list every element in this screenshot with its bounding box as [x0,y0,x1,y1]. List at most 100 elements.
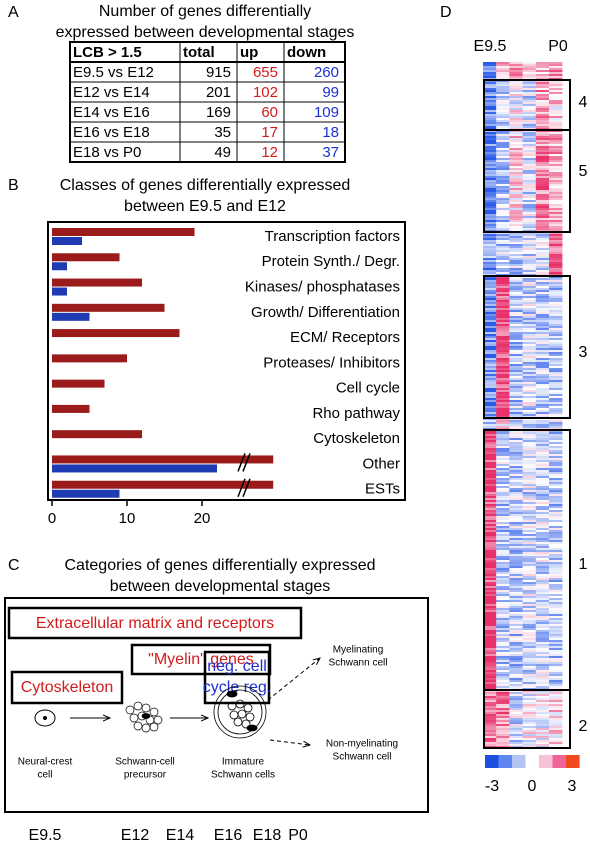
heatmap-cell [549,160,563,163]
heatmap-cell [535,442,550,445]
heatmap-cell [549,724,563,727]
heatmap-cell [549,532,563,535]
heatmap-cell [496,122,510,125]
heatmap-cell [522,124,536,127]
heatmap-cell [483,452,497,455]
heatmap-cell [496,568,510,571]
heatmap-cell [522,176,536,179]
heatmap-cell [496,280,510,283]
heatmap-cell [496,522,510,525]
heatmap-cell [549,624,563,627]
heatmap-cell [496,246,510,249]
heatmap-cell [522,248,536,251]
column-label: P0 [548,38,568,55]
heatmap-cell [549,338,563,341]
heatmap-cell [496,518,510,521]
heatmap-cell [483,410,497,413]
heatmap-cell [535,446,550,449]
heatmap-cell [535,486,550,489]
heatmap-cell [549,580,563,583]
heatmap-cell [483,604,497,607]
heatmap-cell [549,326,563,329]
heatmap-cell [483,448,497,451]
heatmap-cell [509,172,523,175]
heatmap-cell [483,258,497,261]
heatmap-cell [522,432,536,435]
heatmap-cell [483,720,497,723]
heatmap-cell [522,406,536,409]
heatmap-cell [549,318,563,321]
heatmap-cell [496,546,510,549]
heatmap-cell [509,650,523,653]
heatmap-cell [483,218,497,221]
heatmap-cell [496,618,510,621]
heatmap-cell [496,476,510,479]
heatmap-cell [522,92,536,95]
heatmap-cell [535,474,550,477]
heatmap-cell [522,320,536,323]
heatmap-cell [496,452,510,455]
heatmap-cell [496,590,510,593]
heatmap-cell [535,412,550,415]
heatmap-cell [522,468,536,471]
heatmap-cell [496,258,510,261]
heatmap-cell [522,722,536,725]
heatmap-cell [496,80,510,83]
heatmap-cell [483,518,497,521]
heatmap-cell [522,448,536,451]
heatmap-cell [549,68,563,71]
heatmap-cell [535,96,550,99]
heatmap-cell [509,684,523,687]
bar [52,379,105,388]
heatmap-cell [549,430,563,433]
heatmap-cell [496,460,510,463]
heatmap-cell [535,596,550,599]
heatmap-cell [496,394,510,397]
heatmap-cell [549,410,563,413]
table-cell: 109 [314,104,339,121]
heatmap-cell [535,584,550,587]
heatmap-cell [509,138,523,141]
heatmap-cell [483,498,497,501]
heatmap-cell [522,362,536,365]
heatmap-cell [483,188,497,191]
heatmap-cell [549,462,563,465]
bar [52,278,142,287]
heatmap-cell [483,288,497,291]
cell-label: Schwann-cell [115,757,174,768]
heatmap-cell [509,462,523,465]
heatmap-cell [496,404,510,407]
heatmap-cell [509,404,523,407]
heatmap-cell [522,300,536,303]
heatmap-cell [509,356,523,359]
heatmap-cell [509,394,523,397]
heatmap-cell [509,76,523,79]
heatmap-cell [549,714,563,717]
category-label: Growth/ Differentiation [251,304,400,321]
heatmap-cell [549,658,563,661]
heatmap-cell [496,174,510,177]
heatmap-cell [483,146,497,149]
heatmap-cell [549,694,563,697]
heatmap-cell [549,734,563,737]
heatmap-cell [483,614,497,617]
heatmap-cell [496,612,510,615]
heatmap-cell [535,152,550,155]
heatmap-cell [483,646,497,649]
heatmap-cell [509,194,523,197]
heatmap-cell [535,502,550,505]
heatmap-cell [496,646,510,649]
heatmap-cell [483,630,497,633]
heatmap-cell [483,568,497,571]
heatmap-cell [483,162,497,165]
heatmap-cell [483,150,497,153]
heatmap-cell [509,148,523,151]
heatmap-cell [496,210,510,213]
heatmap-cell [496,556,510,559]
heatmap-cell [483,334,497,337]
heatmap-cell [509,424,523,427]
heatmap-cell [535,150,550,153]
heatmap-cell [496,264,510,267]
heatmap-cell [522,718,536,721]
heatmap-cell [509,226,523,229]
